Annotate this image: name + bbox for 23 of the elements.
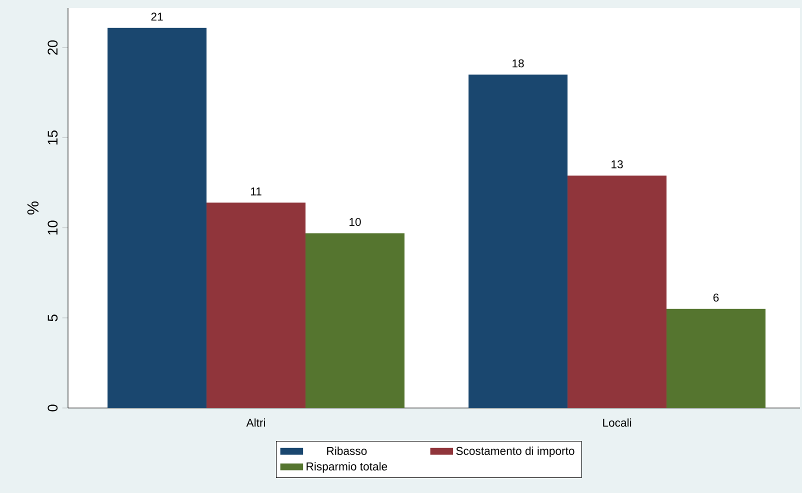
y-tick-label: 10: [48, 220, 58, 235]
bar: [666, 308, 766, 408]
data-label: 21: [151, 12, 163, 21]
legend-label: Risparmio totale: [306, 462, 388, 473]
data-label: 10: [350, 218, 361, 226]
y-tick-label: 15: [48, 130, 58, 144]
bar: [206, 202, 306, 408]
y-tick-label: 20: [48, 40, 58, 55]
bar: [568, 176, 667, 408]
x-tick-label: Altri: [246, 418, 266, 427]
bar: [306, 233, 404, 408]
y-tick-label: 0: [48, 404, 58, 412]
y-axis-title: %: [27, 201, 39, 215]
data-label: 6: [713, 294, 719, 302]
data-label: 18: [512, 59, 524, 68]
y-tick-label: 5: [48, 314, 58, 322]
x-tick-label: Locali: [603, 418, 632, 427]
legend-label: Ribasso: [327, 446, 367, 455]
bar: [108, 28, 207, 408]
data-label: 11: [250, 188, 262, 196]
legend-label: Scostamento di importo: [456, 446, 574, 458]
bar: [468, 74, 568, 408]
data-label: 13: [612, 160, 623, 168]
